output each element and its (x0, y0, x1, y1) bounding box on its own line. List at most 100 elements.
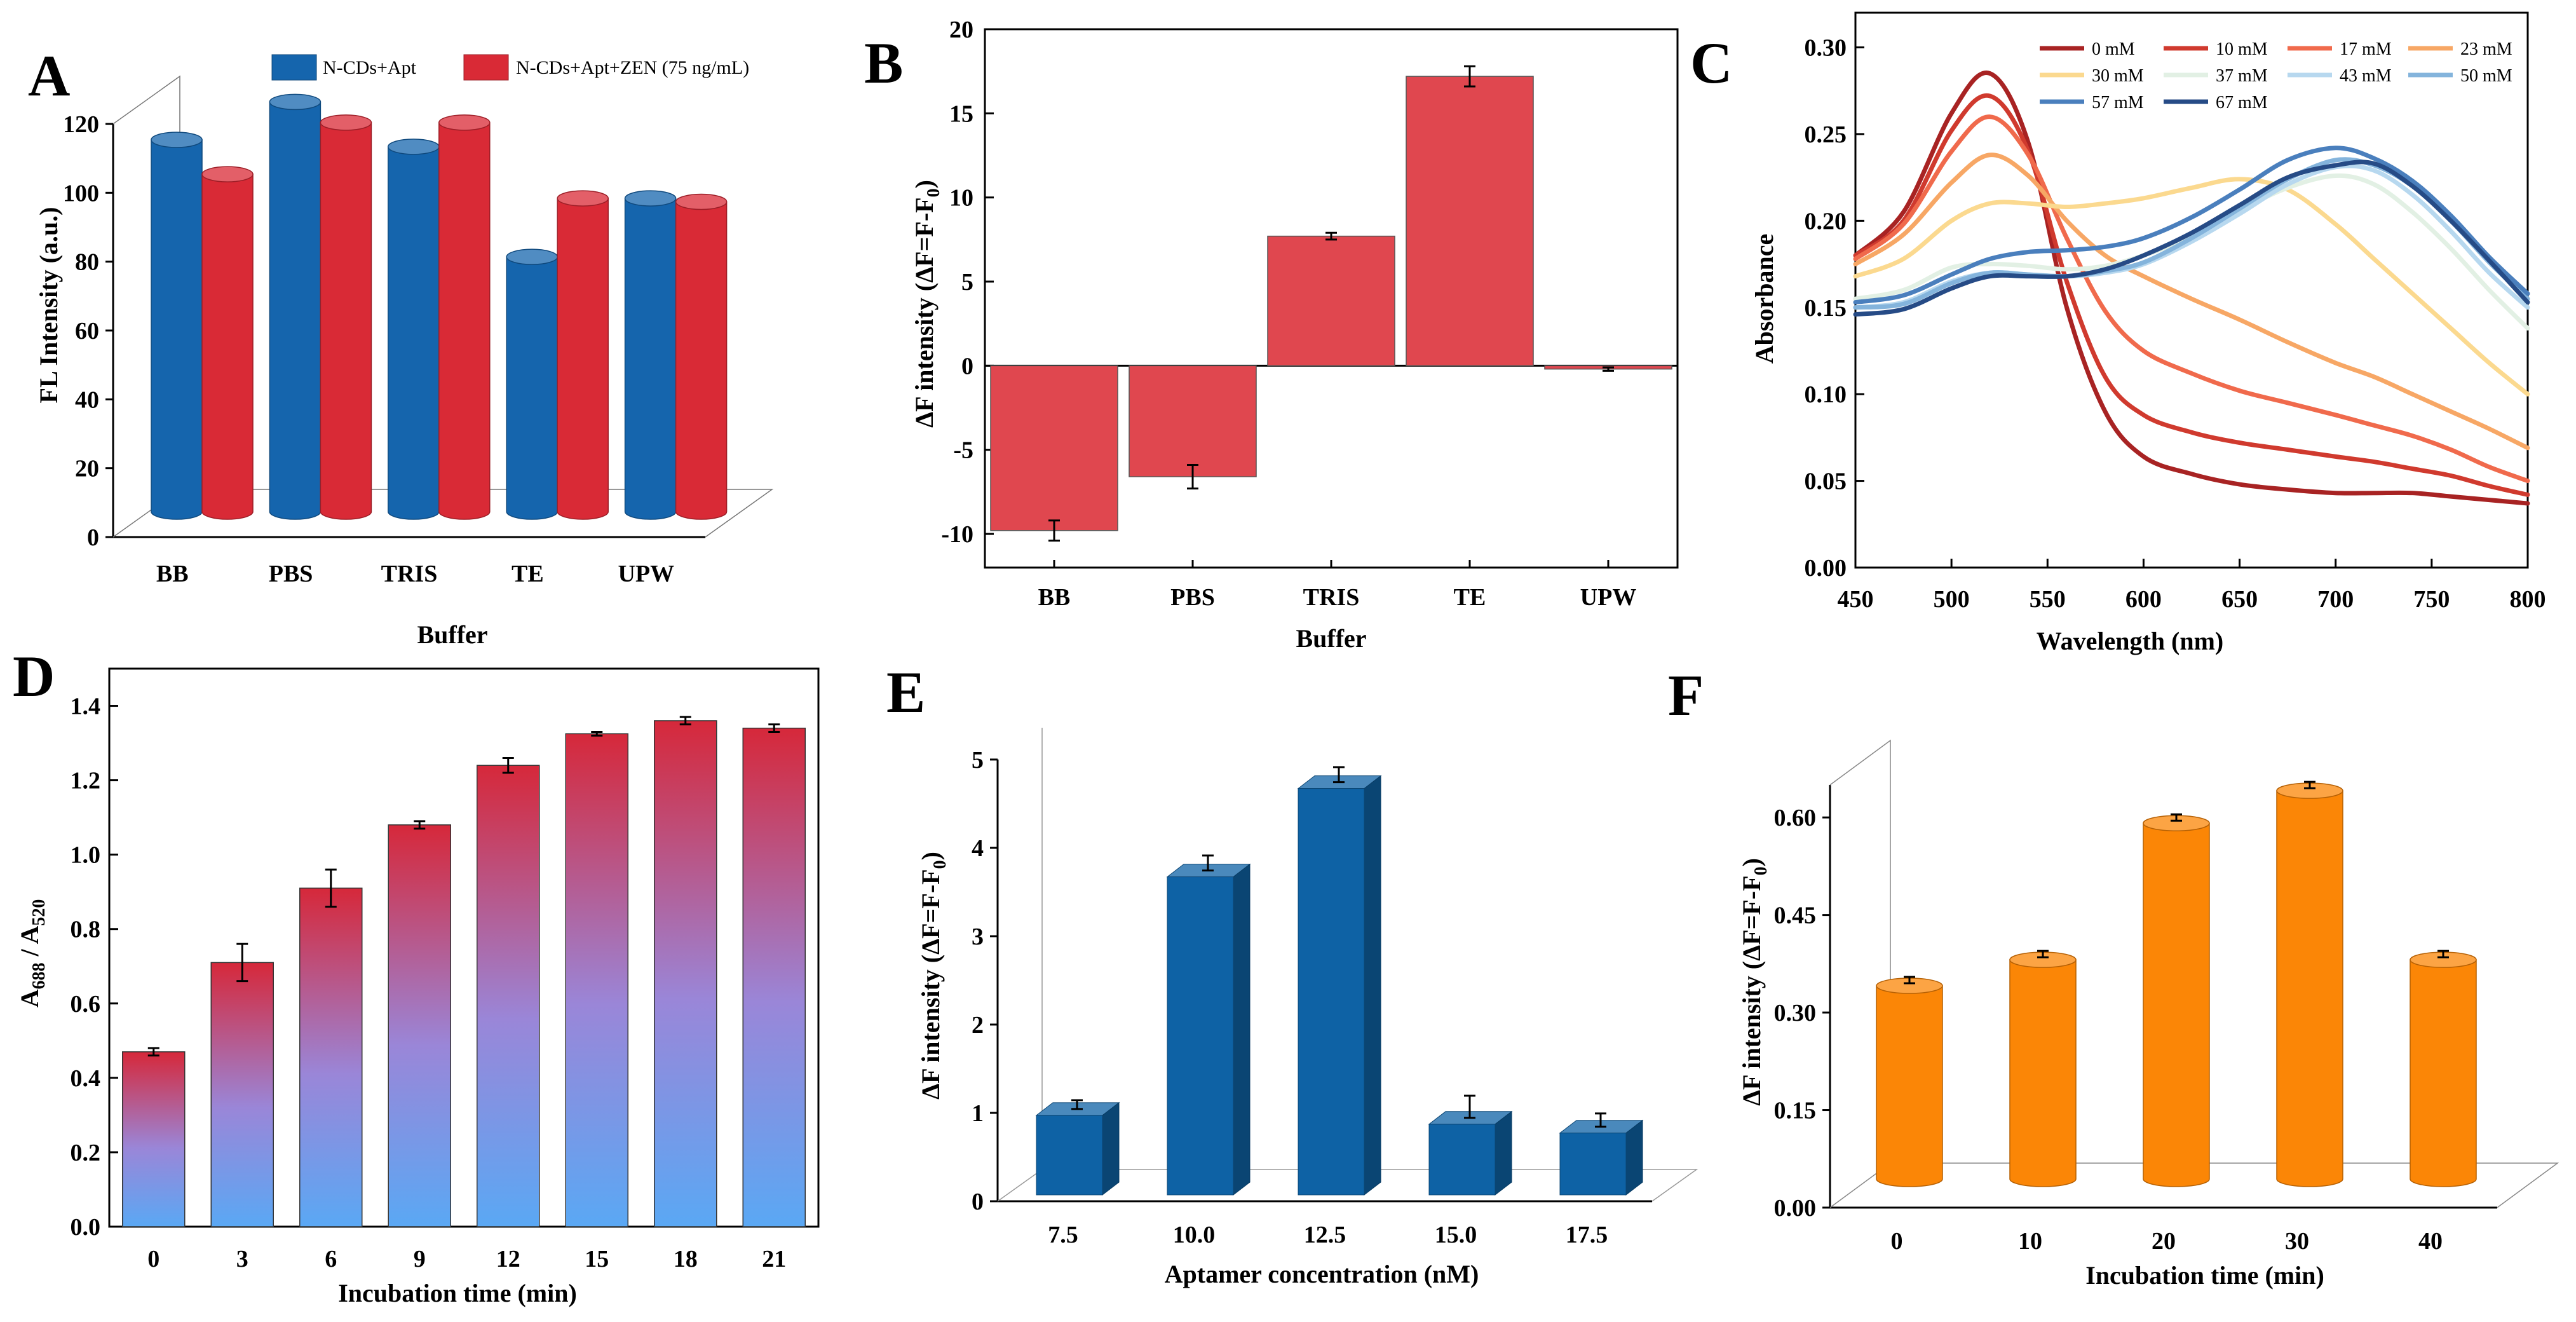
cylinder-bar-a-body (388, 146, 440, 520)
tick-b-x-label: TE (1454, 584, 1486, 611)
panel-letter-b: B (864, 31, 903, 95)
panel-b-xlabel: Buffer (1296, 624, 1366, 653)
bar-d (477, 765, 540, 1227)
cylinder-bar-a-body (506, 256, 558, 520)
tick-c-y-label: 0.15 (1805, 295, 1847, 322)
panel-d-xlabel: Incubation time (min) (338, 1279, 577, 1307)
legend-c-label: 17 mM (2340, 39, 2392, 59)
tick-f-x-label: 40 (2418, 1228, 2443, 1255)
tick-d-x-label: 15 (585, 1246, 609, 1272)
cylinder-bar-a-top (438, 114, 491, 131)
legend-a-swatch (271, 54, 317, 81)
tick-e-y-label: 2 (972, 1012, 984, 1039)
tick-b-y-label: 0 (961, 353, 973, 379)
tick-d-y-label: 1.2 (71, 768, 101, 794)
tick-d-y-label: 0.2 (71, 1140, 101, 1166)
axis-f-frame (1829, 739, 2559, 1208)
panel-d-ylabel-sub2: 520 (29, 899, 49, 926)
cylinder-bar-a-top (557, 190, 609, 207)
series-line-c (1853, 153, 2530, 451)
tick-b-y-label: 15 (949, 100, 973, 127)
tick-b-y-label: -10 (941, 521, 973, 548)
legend-a-series-1-label: N-CDs+Apt (323, 57, 417, 78)
panel-c-xlabel: Wavelength (nm) (2037, 627, 2223, 655)
bar-b (1267, 235, 1395, 367)
tick-a-y-label: 20 (75, 456, 99, 482)
tick-f-x-label: 10 (2018, 1228, 2042, 1255)
axis-c-frame (1854, 11, 2529, 569)
axis-d-frame (108, 667, 820, 1228)
tick-a-x-label: UPW (618, 561, 674, 587)
tick-d-x-label: 3 (236, 1246, 248, 1272)
bar-b (1406, 76, 1534, 367)
panel-e-ylabel-end: ) (916, 852, 945, 860)
bar-e (1167, 876, 1234, 1196)
tick-c-y-label: 0.05 (1805, 468, 1847, 495)
tick-c-y-label: 0.00 (1805, 555, 1847, 582)
tick-c-x-label: 500 (1934, 586, 1970, 613)
cylinder-bar-f-body (2009, 959, 2077, 1187)
tick-f-y-label: 0.45 (1774, 903, 1817, 929)
cylinder-bar-a-body (675, 201, 728, 520)
tick-b-y-label: 10 (949, 185, 973, 212)
bar-d (742, 727, 806, 1227)
series-line-c (1853, 93, 2530, 497)
tick-e-y-label: 4 (972, 835, 984, 862)
bar-d (122, 1051, 186, 1227)
panel-letter-e: E (886, 660, 925, 725)
bar-e-side (1625, 1119, 1643, 1196)
tick-f-x-label: 30 (2285, 1228, 2309, 1255)
legend-c-label: 57 mM (2092, 93, 2144, 112)
cylinder-bar-f-body (1876, 985, 1943, 1187)
series-line-c (1853, 177, 2530, 397)
tick-d-y-label: 0.0 (71, 1214, 101, 1241)
panel-e-ylabel-sub: 0 (930, 860, 950, 869)
panel-f-xlabel: Incubation time (min) (2085, 1261, 2324, 1290)
panel-b-ylabel-main: ΔF intensity (ΔF=F-F (910, 197, 939, 428)
tick-e-y-label: 1 (972, 1100, 984, 1127)
panel-c-ylabel: Absorbance (1750, 234, 1779, 364)
cylinder-bar-a-top (675, 193, 728, 210)
bar-e-side (1233, 863, 1251, 1196)
series-line-c (1853, 160, 2530, 317)
tick-f-x-label: 20 (2152, 1228, 2176, 1255)
legend-c-label: 30 mM (2092, 66, 2144, 86)
panel-f-ylabel-main: ΔF intensity (ΔF=F-F (1737, 875, 1766, 1106)
tick-d-y-label: 1.0 (71, 842, 101, 869)
tick-b-x-label: BB (1038, 584, 1071, 611)
tick-c-y-label: 0.20 (1805, 208, 1847, 235)
tick-d-x-label: 12 (496, 1246, 520, 1272)
tick-c-x-label: 800 (2510, 586, 2546, 613)
tick-a-x-label: TE (512, 561, 544, 587)
chart-panel-d: Incubation time (min) A688 / A520 0.0 0.2… (15, 667, 820, 1307)
bar-b (990, 365, 1118, 531)
panel-e-ylabel-main: ΔF intensity (ΔF=F-F (916, 869, 945, 1100)
panel-letter-a: A (28, 43, 70, 108)
chart-panel-b: Buffer ΔF intensity (ΔF=F-F0) -10-505101… (910, 17, 1679, 653)
panel-letter-f: F (1668, 663, 1704, 728)
tick-d-y-label: 0.4 (71, 1065, 101, 1092)
legend-a-series-2-label: N-CDs+Apt+ZEN (75 ng/mL) (516, 57, 749, 78)
tick-a-y-label: 100 (63, 180, 99, 207)
tick-b-x-label: PBS (1170, 584, 1215, 611)
bar-d (388, 824, 451, 1227)
legend-c-label: 10 mM (2216, 39, 2268, 59)
tick-b-y-label: 5 (961, 269, 973, 296)
tick-d-y-label: 1.4 (71, 693, 101, 720)
cylinder-bar-a-body (438, 122, 491, 520)
tick-a-y-label: 80 (75, 249, 99, 276)
tick-f-x-label: 0 (1891, 1228, 1903, 1255)
tick-d-x-label: 21 (762, 1246, 786, 1272)
panel-d-ylabel-main: A (15, 989, 44, 1007)
tick-b-x-label: UPW (1580, 584, 1637, 611)
cylinder-bar-a-body (269, 101, 322, 520)
bar-b (1129, 365, 1257, 477)
tick-a-y-label: 40 (75, 386, 99, 413)
tick-c-y-label: 0.30 (1805, 35, 1847, 62)
tick-b-y-label: -5 (953, 437, 973, 464)
panel-e-ylabel: ΔF intensity (ΔF=F-F0) (916, 852, 950, 1100)
tick-e-y-label: 3 (972, 923, 984, 950)
legend-c-label: 67 mM (2216, 93, 2268, 112)
tick-f-y-label: 0.30 (1774, 1000, 1817, 1026)
tick-c-x-label: 600 (2125, 586, 2162, 613)
